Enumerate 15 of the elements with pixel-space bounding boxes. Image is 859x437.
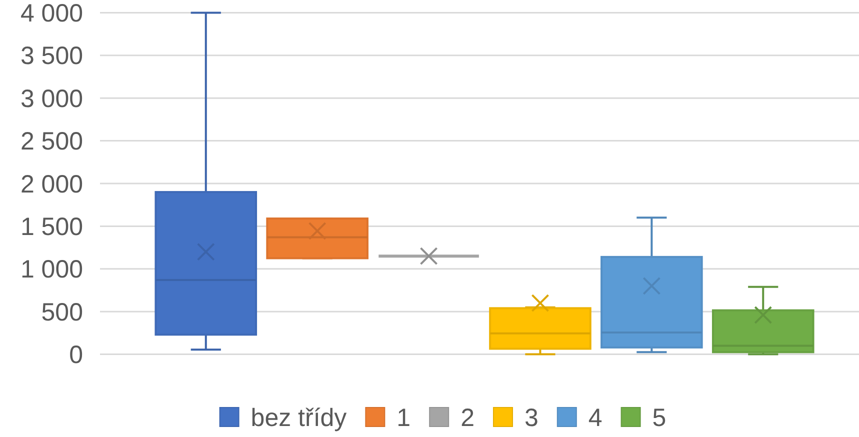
y-tick-label: 2 000 <box>20 170 83 198</box>
legend-label: 4 <box>588 404 602 432</box>
y-tick-label: 0 <box>69 341 83 370</box>
legend-label: 1 <box>396 404 411 432</box>
y-tick-label: 3 000 <box>20 84 83 113</box>
y-tick-label: 1 500 <box>20 212 83 241</box>
legend-label: bez třídy <box>250 404 348 432</box>
y-tick-label: 500 <box>41 298 83 326</box>
y-tick-label: 2 500 <box>20 128 83 156</box>
legend-label: 5 <box>652 404 666 432</box>
y-tick-label: 3 500 <box>20 42 83 70</box>
y-tick-label: 4 000 <box>20 0 83 28</box>
y-tick-label: 1 000 <box>20 256 83 284</box>
legend-label: 2 <box>460 404 474 432</box>
legend-label: 3 <box>524 404 538 432</box>
